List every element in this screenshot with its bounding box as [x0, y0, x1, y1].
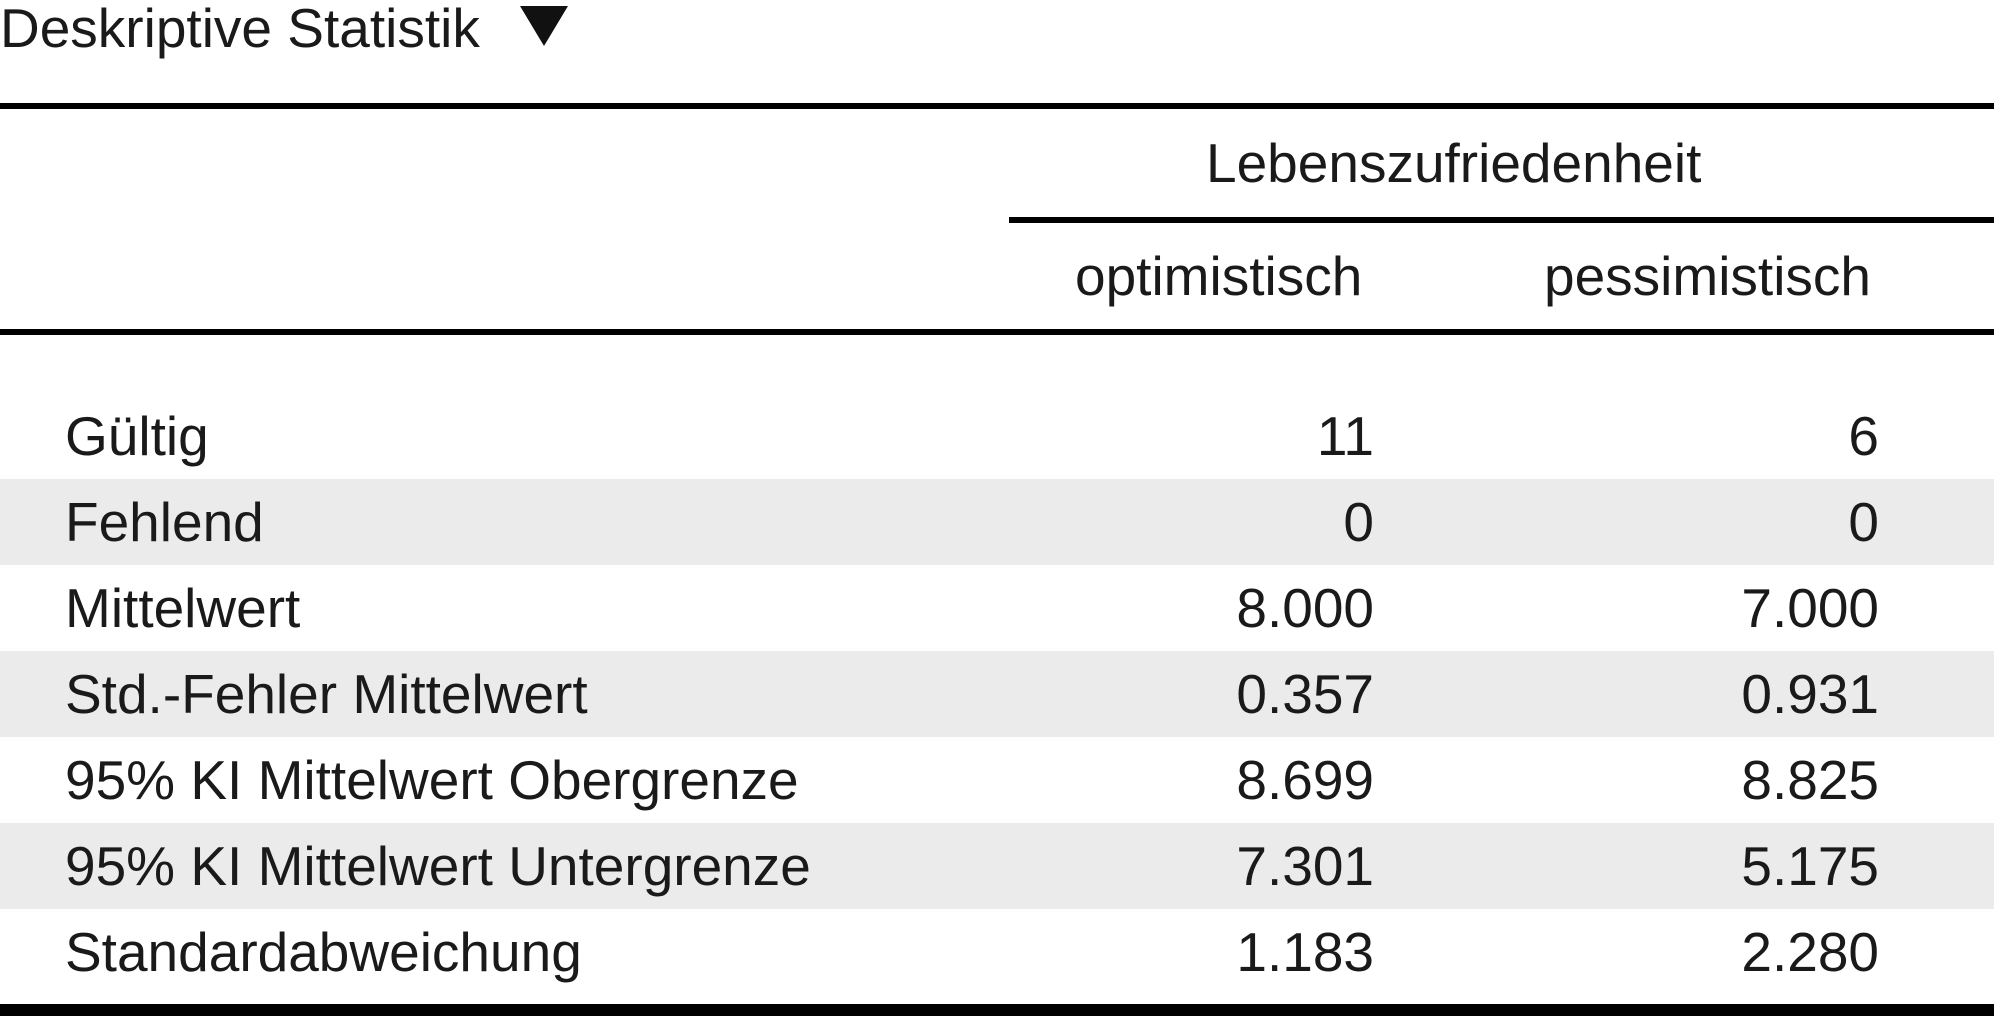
table-row: Std.-Fehler Mittelwert 0.357 0.931 — [0, 651, 1994, 737]
cell-optimistisch: 7.301 — [1236, 835, 1374, 897]
table-bottom-rule — [0, 1004, 1994, 1016]
group-header-rule — [1009, 217, 1994, 223]
table-body: Gültig 11 6 Fehlend 0 0 Mittelwert 8.000… — [0, 393, 1994, 1003]
row-label: Mittelwert — [65, 577, 301, 639]
table-row: 95% KI Mittelwert Obergrenze 8.699 8.825 — [0, 737, 1994, 823]
column-header-pessimistisch: pessimistisch — [1544, 245, 1872, 307]
cell-pessimistisch: 0.931 — [1741, 663, 1879, 725]
row-label: Standardabweichung — [65, 921, 582, 983]
table-row: 95% KI Mittelwert Untergrenze 7.301 5.17… — [0, 823, 1994, 909]
table-row: Gültig 11 6 — [0, 393, 1994, 479]
table-title-toggle[interactable]: Deskriptive Statistik — [0, 0, 568, 60]
header-bottom-rule — [0, 329, 1994, 335]
row-label: 95% KI Mittelwert Obergrenze — [65, 749, 799, 811]
table-row: Standardabweichung 1.183 2.280 — [0, 909, 1994, 1003]
row-label: Fehlend — [65, 491, 264, 553]
row-label: Gültig — [65, 405, 209, 467]
row-label: Std.-Fehler Mittelwert — [65, 663, 588, 725]
table-title: Deskriptive Statistik — [0, 0, 480, 59]
triangle-down-icon[interactable] — [519, 6, 568, 46]
cell-pessimistisch: 5.175 — [1741, 835, 1879, 897]
group-header: Lebenszufriedenheit — [1206, 132, 1702, 194]
table-row: Fehlend 0 0 — [0, 479, 1994, 565]
cell-optimistisch: 1.183 — [1236, 921, 1374, 983]
cell-optimistisch: 8.000 — [1236, 577, 1374, 639]
table-top-rule — [0, 103, 1994, 109]
cell-pessimistisch: 0 — [1848, 491, 1879, 553]
column-header-optimistisch: optimistisch — [1075, 245, 1363, 307]
cell-pessimistisch: 2.280 — [1741, 921, 1879, 983]
row-label: 95% KI Mittelwert Untergrenze — [65, 835, 811, 897]
cell-pessimistisch: 6 — [1848, 405, 1879, 467]
table-row: Mittelwert 8.000 7.000 — [0, 565, 1994, 651]
cell-optimistisch: 0.357 — [1236, 663, 1374, 725]
cell-optimistisch: 11 — [1316, 405, 1374, 467]
cell-optimistisch: 0 — [1343, 491, 1374, 553]
cell-pessimistisch: 8.825 — [1741, 749, 1879, 811]
cell-optimistisch: 8.699 — [1236, 749, 1374, 811]
cell-pessimistisch: 7.000 — [1741, 577, 1879, 639]
